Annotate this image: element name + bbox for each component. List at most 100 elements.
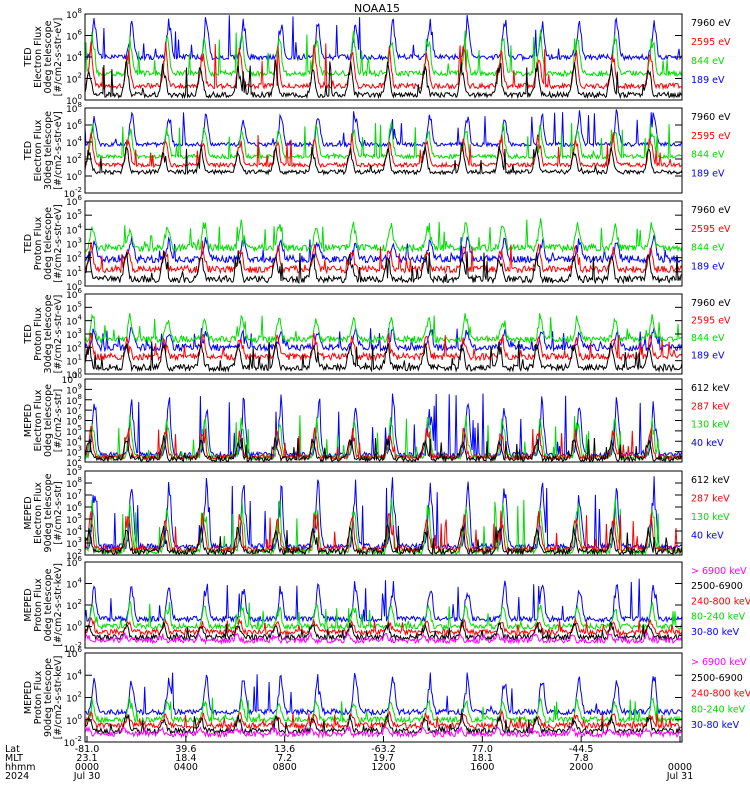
y-tick-label: 107 <box>66 488 82 502</box>
y-tick-label: 106 <box>66 555 82 569</box>
y-tick-label: 10-2 <box>64 641 82 655</box>
legend-entry: 189 eV <box>691 261 725 272</box>
y-tick-label: 106 <box>66 646 82 660</box>
series-group <box>85 109 682 176</box>
legend-entry: 40 keV <box>691 438 724 449</box>
legend-entry: 80-240 keV <box>691 612 746 623</box>
series-group <box>85 15 682 100</box>
legend-entry: 2500-6900 <box>691 581 743 592</box>
series-line-green <box>85 29 682 78</box>
y-tick-label: 109 <box>66 464 82 478</box>
series-line-blue <box>85 109 682 149</box>
y-axis-label: TEDProton Flux0deg telescope[#/cm2-s-str… <box>23 204 64 283</box>
series-line-red <box>85 240 682 275</box>
series-line-black <box>85 142 682 176</box>
y-tick-label: 104 <box>66 434 82 448</box>
legend-entry: 189 eV <box>691 168 725 179</box>
y-tick-label: 105 <box>66 512 82 526</box>
y-tick-label: 102 <box>66 598 82 612</box>
y-tick-label: 104 <box>66 314 82 328</box>
series-line-green <box>85 313 682 345</box>
x-row-label: Lat <box>5 744 20 755</box>
y-tick-label: 10-2 <box>64 735 82 749</box>
y-tick-label: 100 <box>66 367 82 381</box>
x-row-label: MLT <box>5 753 23 764</box>
legend-entry: 40 keV <box>691 531 724 542</box>
y-axis-label: TEDProton Flux30deg telescope[#/cm2-s-st… <box>23 294 64 373</box>
y-axis-label: MEPEDProton Flux0deg telescope[#/cm2-s-s… <box>23 563 64 647</box>
y-tick-label: 102 <box>66 548 82 562</box>
x-row-label: 2024 <box>5 771 29 782</box>
y-tick-label: 102 <box>66 340 82 354</box>
x-tick-label: -63.2 <box>371 744 396 755</box>
y-tick-label: 100 <box>66 169 82 183</box>
x-tick-label: -44.5 <box>569 744 594 755</box>
y-tick-label: 106 <box>66 194 82 208</box>
y-tick-label: 100 <box>66 713 82 727</box>
legend-entry: 189 eV <box>691 75 725 86</box>
legend-entry: 612 keV <box>691 475 730 486</box>
x-tick-label: 0800 <box>273 762 297 773</box>
legend-entry: 189 eV <box>691 351 725 362</box>
x-tick-label: 13.6 <box>274 744 295 755</box>
y-tick-label: 108 <box>66 476 82 490</box>
legend-entry: 844 eV <box>691 243 725 254</box>
y-tick-label: 100 <box>66 279 82 293</box>
legend-entry: 7960 eV <box>691 112 731 123</box>
series-line-black <box>85 250 682 285</box>
y-axis-label: TEDElectron Flux30deg telescope[#/cm2-s-… <box>23 111 64 190</box>
series-line-green <box>85 218 682 254</box>
series-line-green <box>85 121 682 161</box>
legend-entry: 612 keV <box>691 383 730 394</box>
series-line-blue <box>85 578 682 624</box>
y-tick-label: 104 <box>66 50 82 64</box>
legend-entry: 287 keV <box>691 401 730 412</box>
panel-5: 1021031041051061071081091010MEPEDElectro… <box>23 372 730 469</box>
series-line-green <box>85 696 682 725</box>
legend-entry: 2500-6900 <box>691 673 743 684</box>
series-line-blue <box>85 234 682 265</box>
y-tick-label: 102 <box>66 455 82 469</box>
series-line-black <box>85 435 682 462</box>
y-tick-label: 104 <box>66 524 82 538</box>
series-line-blue <box>85 15 682 62</box>
series-line-black <box>85 59 682 100</box>
legend-entry: 2595 eV <box>691 224 731 235</box>
series-group <box>85 393 682 462</box>
x-tick-label: 18.1 <box>472 753 493 764</box>
series-group <box>85 476 682 555</box>
series-group <box>85 578 682 645</box>
x-tick-label: 23.1 <box>76 753 97 764</box>
legend-entry: 844 eV <box>691 150 725 161</box>
series-line-red <box>85 332 682 362</box>
y-tick-label: 108 <box>66 7 82 21</box>
x-tick-label: -81.0 <box>75 744 100 755</box>
y-tick-label: 104 <box>66 577 82 591</box>
x-tick-label: 39.6 <box>175 744 196 755</box>
x-tick-label: 1600 <box>470 762 494 773</box>
legend-entry: 240-800 keV <box>691 689 750 700</box>
y-tick-label: 103 <box>66 445 82 459</box>
legend-entry: 844 eV <box>691 56 725 67</box>
legend-entry: 7960 eV <box>691 18 731 29</box>
series-line-red <box>85 709 682 731</box>
legend-entry: 130 keV <box>691 420 730 431</box>
series-line-red <box>85 41 682 91</box>
x-tick-label: 0000 <box>668 762 692 773</box>
legend-entry: 7960 eV <box>691 205 731 216</box>
x-tick-label: 7.8 <box>574 753 589 764</box>
y-tick-label: 108 <box>66 393 82 407</box>
legend-entry: 240-800 keV <box>691 596 750 607</box>
y-axis-label: TEDElectron Flux0deg telescope[#/cm2-s-s… <box>23 18 64 97</box>
x-tick-label: 19.7 <box>373 753 394 764</box>
series-line-red <box>85 132 682 169</box>
series-line-blue <box>85 476 682 552</box>
legend-entry: 2595 eV <box>691 37 731 48</box>
